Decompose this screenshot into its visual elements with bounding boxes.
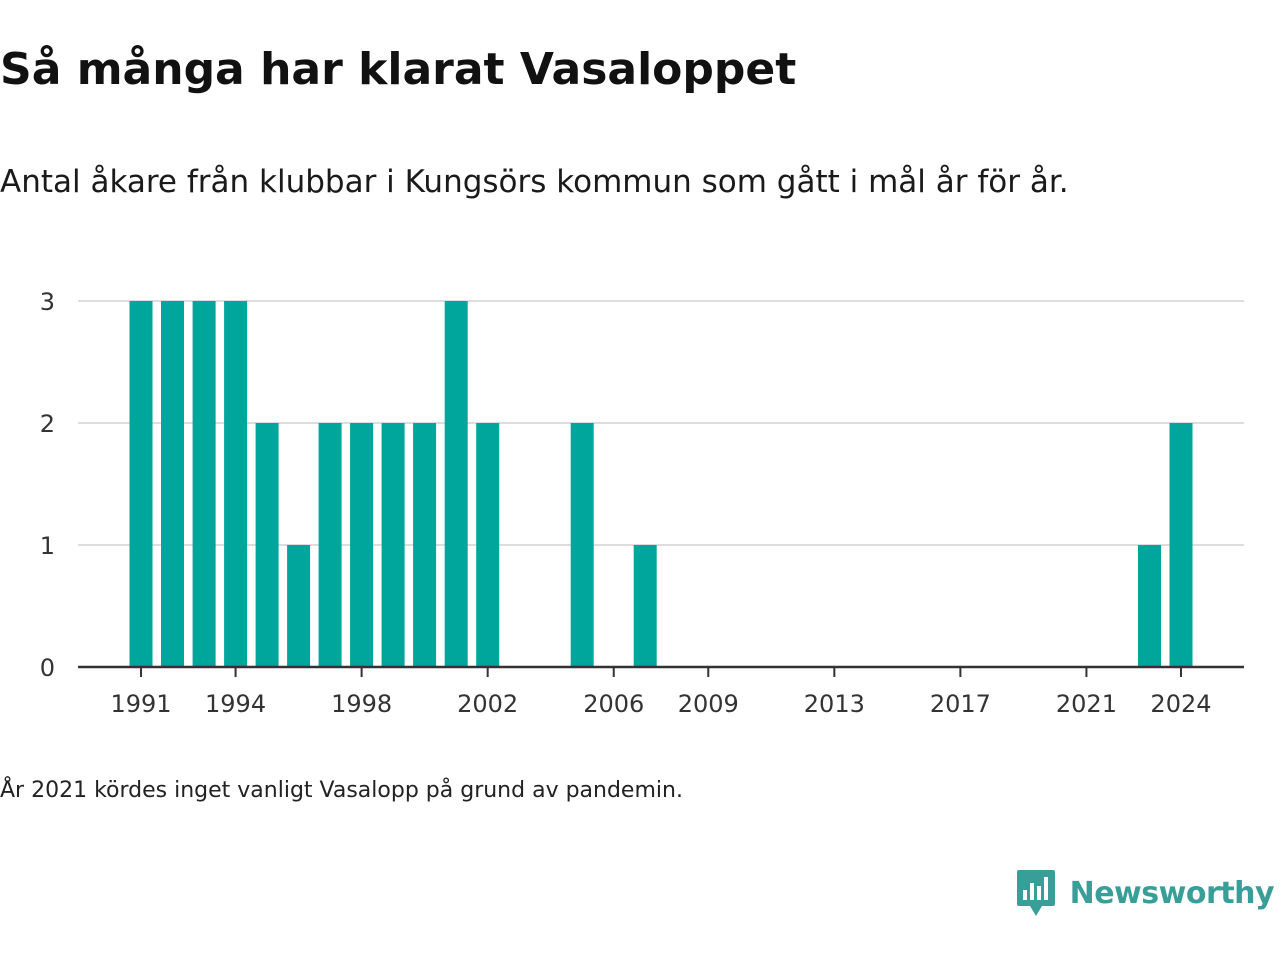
bars <box>129 301 1193 667</box>
footnote: År 2021 kördes inget vanligt Vasalopp på… <box>0 778 683 803</box>
chart-title: Så många har klarat Vasaloppet <box>0 44 797 95</box>
newsworthy-logo-icon <box>1016 870 1055 916</box>
bar <box>633 545 657 667</box>
x-axis <box>78 665 1244 677</box>
bar <box>255 423 279 667</box>
bar-chart: 0 1 2 3 1991 1994 1998 2002 2006 2009 2013 2017 202… <box>40 288 1244 718</box>
bar <box>224 301 248 667</box>
x-axis-labels: 1991 1994 1998 2002 2006 2009 2013 2017 2021 2024 <box>110 690 1211 718</box>
y-axis-labels: 0 1 2 3 <box>40 288 55 682</box>
bar <box>129 301 153 667</box>
x-tick-label: 2024 <box>1150 690 1211 718</box>
bar <box>444 301 468 667</box>
bar <box>1138 545 1161 667</box>
bar <box>350 423 374 667</box>
x-tick-label: 1994 <box>205 690 266 718</box>
bar <box>570 423 594 667</box>
bar <box>287 545 311 667</box>
bar <box>413 423 437 667</box>
x-tick-label: 2009 <box>678 690 739 718</box>
bar <box>318 423 342 667</box>
bar <box>476 423 500 667</box>
brand-name: Newsworthy <box>1069 875 1275 911</box>
x-tick-label: 2017 <box>930 690 991 718</box>
y-tick-label: 1 <box>40 532 55 560</box>
y-tick-label: 3 <box>40 288 55 316</box>
bar <box>161 301 184 667</box>
x-tick-label: 2006 <box>583 690 644 718</box>
y-tick-label: 0 <box>40 654 55 682</box>
bar <box>1169 423 1193 667</box>
bar <box>192 301 216 667</box>
x-tick-label: 2021 <box>1056 690 1117 718</box>
x-tick-label: 1998 <box>331 690 392 718</box>
bar <box>381 423 405 667</box>
chart-subtitle: Antal åkare från klubbar i Kungsörs komm… <box>0 164 1069 200</box>
x-tick-label: 2002 <box>457 690 518 718</box>
x-tick-label: 2013 <box>804 690 865 718</box>
x-tick-label: 1991 <box>110 690 171 718</box>
grid-lines <box>78 300 1244 546</box>
y-tick-label: 2 <box>40 410 55 438</box>
brand-logo[interactable]: Newsworthy <box>1016 868 1275 918</box>
